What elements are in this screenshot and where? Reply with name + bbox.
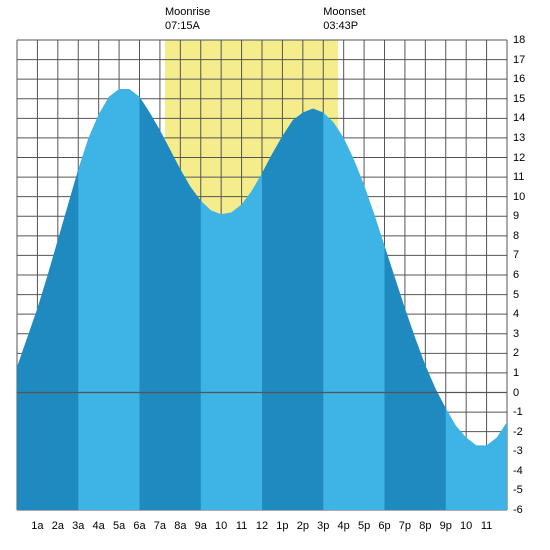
- moonrise-title: Moonrise: [165, 6, 210, 20]
- moonset-label: Moonset03:43P: [323, 6, 365, 34]
- moonset-title: Moonset: [323, 6, 365, 20]
- y-tick-label: 7: [513, 249, 519, 261]
- y-tick-label: -5: [513, 484, 523, 496]
- x-tick-label: 3p: [317, 520, 329, 532]
- y-tick-label: -1: [513, 406, 523, 418]
- y-tick-label: -4: [513, 465, 523, 477]
- x-tick-label: 2p: [297, 520, 309, 532]
- y-tick-label: -2: [513, 426, 523, 438]
- y-tick-label: 16: [513, 73, 525, 85]
- moonrise-label: Moonrise07:15A: [165, 6, 210, 34]
- x-tick-label: 10: [215, 520, 227, 532]
- y-tick-label: 1: [513, 367, 519, 379]
- y-tick-label: 13: [513, 132, 525, 144]
- y-tick-label: 9: [513, 210, 519, 222]
- x-tick-label: 3a: [72, 520, 84, 532]
- moonset-time: 03:43P: [323, 20, 365, 34]
- x-tick-label: 9a: [195, 520, 207, 532]
- y-tick-label: 5: [513, 289, 519, 301]
- x-tick-label: 10: [460, 520, 472, 532]
- y-tick-label: 4: [513, 308, 519, 320]
- x-tick-label: 1p: [276, 520, 288, 532]
- y-tick-label: 14: [513, 112, 525, 124]
- y-tick-label: 0: [513, 387, 519, 399]
- x-tick-label: 12: [256, 520, 268, 532]
- chart-svg: [0, 0, 550, 550]
- y-tick-label: 18: [513, 34, 525, 46]
- x-tick-label: 9p: [440, 520, 452, 532]
- x-tick-label: 5a: [113, 520, 125, 532]
- moonrise-time: 07:15A: [165, 20, 210, 34]
- y-tick-label: 11: [513, 171, 524, 183]
- x-tick-label: 7a: [154, 520, 166, 532]
- y-tick-label: 15: [513, 93, 525, 105]
- x-tick-label: 11: [236, 520, 247, 532]
- y-tick-label: 2: [513, 347, 519, 359]
- y-tick-label: 8: [513, 230, 519, 242]
- x-tick-label: 4p: [338, 520, 350, 532]
- y-tick-label: -3: [513, 445, 523, 457]
- x-tick-label: 11: [481, 520, 492, 532]
- x-tick-label: 1a: [31, 520, 43, 532]
- x-tick-label: 6p: [378, 520, 390, 532]
- x-tick-label: 4a: [93, 520, 105, 532]
- y-tick-label: 3: [513, 328, 519, 340]
- x-tick-label: 6a: [133, 520, 145, 532]
- y-tick-label: 10: [513, 191, 525, 203]
- y-tick-label: 12: [513, 152, 525, 164]
- y-tick-label: 6: [513, 269, 519, 281]
- y-tick-label: -6: [513, 504, 523, 516]
- x-tick-label: 8p: [419, 520, 431, 532]
- y-tick-label: 17: [513, 54, 525, 66]
- x-tick-label: 8a: [174, 520, 186, 532]
- x-tick-label: 2a: [52, 520, 64, 532]
- tide-chart: Moonrise07:15A Moonset03:43P 1a 2a 3a 4a 5a 6a 7…: [0, 0, 550, 550]
- x-tick-label: 7p: [399, 520, 411, 532]
- x-tick-label: 5p: [358, 520, 370, 532]
